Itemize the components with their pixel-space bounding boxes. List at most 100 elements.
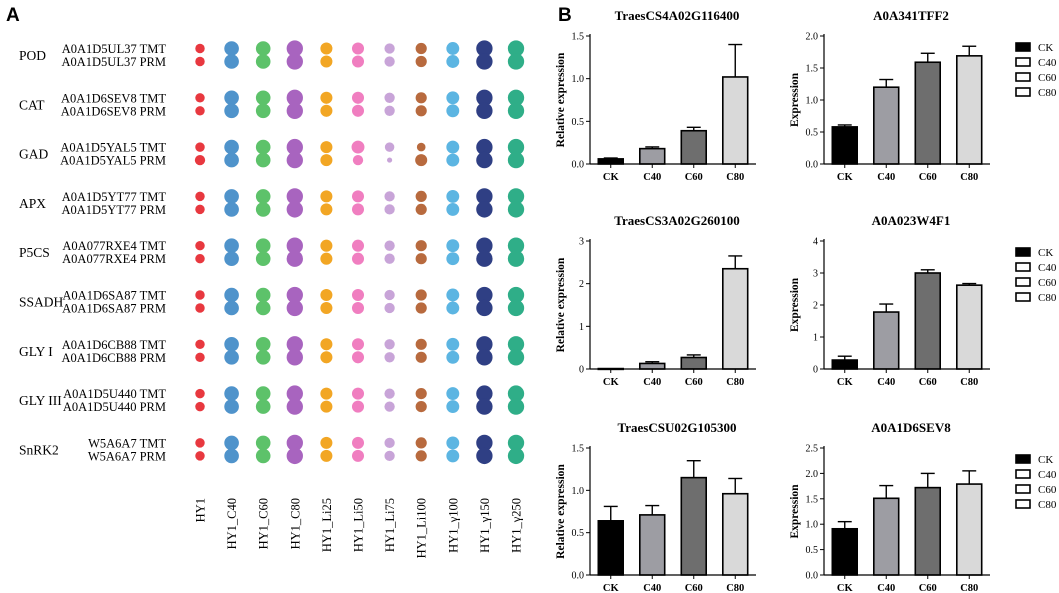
- y-axis-label: Expression: [789, 72, 801, 127]
- dot: [224, 349, 239, 365]
- y-tick-label: 1.0: [572, 74, 585, 85]
- dot: [507, 188, 525, 205]
- panel-label-b: B: [558, 5, 572, 26]
- dot: [415, 190, 427, 202]
- dot: [446, 202, 460, 216]
- y-tick-label: 0: [813, 365, 818, 376]
- x-tick-label: C40: [877, 172, 895, 183]
- legend-label: CK: [1038, 454, 1053, 466]
- dot: [446, 337, 460, 351]
- y-tick-label: 0.0: [572, 571, 585, 582]
- dot: [351, 104, 365, 117]
- y-tick-label: 0.0: [806, 571, 819, 582]
- dot: [195, 204, 205, 215]
- x-tick-label: CK: [837, 377, 854, 388]
- chart-title: A0A023W4F1: [872, 213, 951, 228]
- dot: [286, 188, 303, 205]
- dot: [351, 351, 365, 364]
- y-axis-label: Relative expression: [555, 464, 567, 559]
- gene-label: GLY III: [19, 393, 62, 408]
- legend-swatch: [1015, 42, 1031, 52]
- dot: [384, 437, 395, 449]
- bar-chart-4: A0A023W4F1 Expression 0 1 2 3 4 CK C40 C60 C80 CK C4…: [789, 213, 1057, 388]
- dot: [351, 387, 365, 400]
- dot: [507, 299, 525, 317]
- panel-label-a: A: [6, 5, 20, 26]
- dot: [507, 89, 525, 106]
- gene-label: GLY I: [19, 344, 53, 359]
- x-tick-label: C80: [726, 377, 744, 388]
- dot: [384, 388, 395, 399]
- dot: [195, 253, 205, 264]
- dot: [320, 252, 333, 265]
- bar: [638, 514, 666, 576]
- dot: [224, 41, 239, 56]
- bar: [872, 86, 900, 165]
- dot: [255, 251, 271, 267]
- y-tick-label: 1.5: [572, 444, 585, 455]
- dot: [415, 240, 427, 252]
- x-tick-label: CK: [603, 377, 620, 388]
- dot: [351, 400, 365, 413]
- dot: [195, 352, 205, 363]
- dot: [476, 102, 493, 119]
- dot: [320, 190, 333, 203]
- dot: [195, 43, 205, 54]
- dot: [320, 436, 333, 449]
- dot: [507, 434, 525, 452]
- dot: [351, 203, 365, 216]
- chart-title: TraesCSU02G105300: [618, 420, 737, 435]
- column-label: HY1: [194, 498, 208, 522]
- dot: [320, 203, 333, 216]
- dot: [446, 252, 460, 266]
- dot: [507, 385, 525, 402]
- dot: [224, 139, 239, 155]
- y-tick-label: 1: [813, 333, 818, 344]
- dot: [286, 201, 303, 218]
- dot: [195, 401, 205, 412]
- dot: [286, 250, 303, 267]
- dot: [224, 251, 239, 267]
- dot: [351, 140, 365, 154]
- dot: [415, 105, 427, 117]
- dot: [195, 106, 205, 116]
- bar: [680, 356, 707, 370]
- dot: [255, 90, 271, 106]
- dot: [415, 437, 427, 449]
- dot: [255, 238, 271, 254]
- dot: [286, 138, 303, 156]
- dot: [195, 339, 205, 350]
- protein-label: A0A1D5U440 PRM: [63, 400, 166, 414]
- protein-label: A0A1D5YT77 TMT: [62, 190, 167, 204]
- y-tick-label: 1.0: [806, 96, 819, 107]
- x-tick-label: C60: [685, 172, 703, 183]
- y-axis-label: Relative expression: [555, 257, 567, 352]
- bar: [831, 126, 858, 165]
- bar: [831, 359, 858, 370]
- bar: [597, 520, 624, 576]
- legend-swatch: [1015, 72, 1031, 82]
- column-label: HY1_Li50: [352, 498, 366, 552]
- x-tick-label: C80: [726, 583, 744, 593]
- protein-label: A0A1D5UL37 PRM: [61, 55, 166, 69]
- dot: [195, 240, 205, 251]
- dot: [384, 302, 395, 314]
- y-tick-label: 1: [579, 322, 584, 333]
- dot: [507, 237, 525, 254]
- dot: [415, 388, 427, 400]
- column-label: HY1_C40: [225, 498, 239, 549]
- dot: [286, 447, 303, 465]
- legend-swatch: [1015, 484, 1031, 494]
- dot: [384, 56, 395, 67]
- dot: [384, 253, 395, 264]
- dot: [286, 286, 303, 304]
- dot: [507, 336, 525, 353]
- dot: [351, 449, 365, 462]
- bar: [721, 76, 749, 165]
- y-axis-label: Expression: [789, 277, 801, 332]
- x-tick-label: C60: [919, 172, 937, 183]
- dot: [446, 387, 460, 401]
- bar: [955, 284, 983, 370]
- legend-swatch: [1015, 262, 1031, 272]
- y-tick-label: 0: [579, 365, 584, 376]
